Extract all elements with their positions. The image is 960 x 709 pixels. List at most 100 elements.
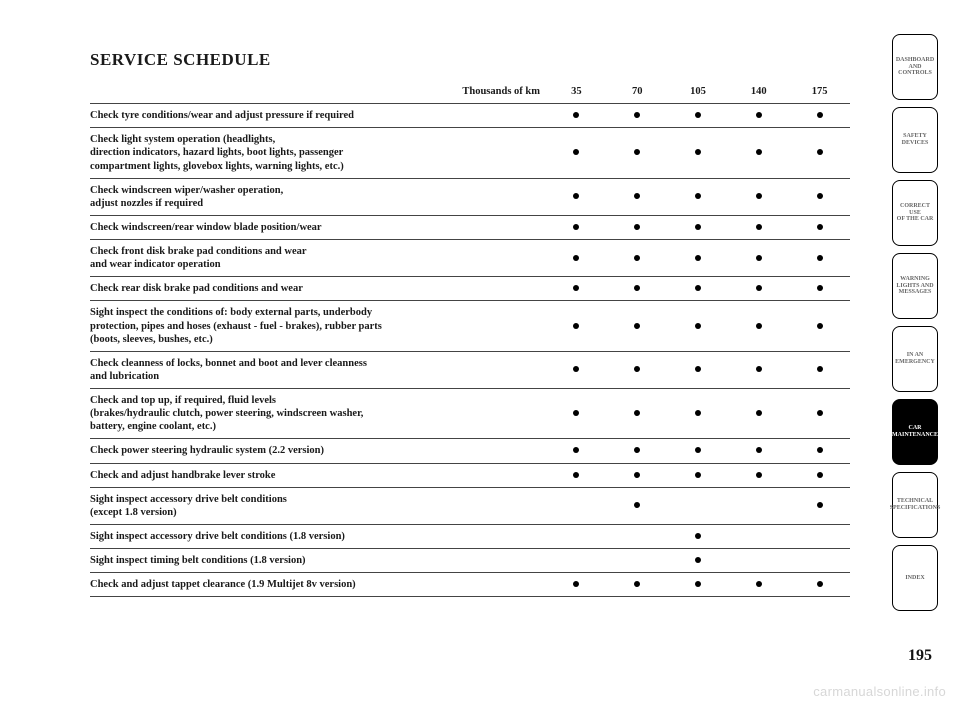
mark-cell: [668, 215, 729, 239]
table-row: Sight inspect timing belt conditions (1.…: [90, 549, 850, 573]
column-header: 105: [668, 80, 729, 104]
mark-cell: [546, 487, 607, 524]
side-tab[interactable]: TECHNICALSPECIFICATIONS: [892, 472, 938, 538]
table-row: Check and adjust tappet clearance (1.9 M…: [90, 573, 850, 597]
mark-cell: [546, 240, 607, 277]
mark-cell: [607, 301, 668, 351]
mark-cell: [728, 573, 789, 597]
mark-cell: [728, 128, 789, 178]
table-row: Check and top up, if required, fluid lev…: [90, 389, 850, 439]
row-label: Check windscreen wiper/washer operation,…: [90, 178, 546, 215]
mark-cell: [607, 351, 668, 388]
mark-cell: [546, 524, 607, 548]
dot-icon: [573, 193, 579, 199]
mark-cell: [607, 487, 668, 524]
dot-icon: [573, 323, 579, 329]
mark-cell: [668, 178, 729, 215]
side-tab[interactable]: CARMAINTENANCE: [892, 399, 938, 465]
side-tab[interactable]: INDEX: [892, 545, 938, 611]
side-tab[interactable]: CORRECT USEOF THE CAR: [892, 180, 938, 246]
mark-cell: [728, 104, 789, 128]
row-label: Check power steering hydraulic system (2…: [90, 439, 546, 463]
mark-cell: [668, 487, 729, 524]
side-tab[interactable]: DASHBOARDAND CONTROLS: [892, 34, 938, 100]
mark-cell: [546, 573, 607, 597]
side-tab[interactable]: SAFETYDEVICES: [892, 107, 938, 173]
table-row: Check windscreen/rear window blade posit…: [90, 215, 850, 239]
table-row: Check windscreen wiper/washer operation,…: [90, 178, 850, 215]
side-tab[interactable]: IN ANEMERGENCY: [892, 326, 938, 392]
side-tab[interactable]: WARNINGLIGHTS ANDMESSAGES: [892, 253, 938, 319]
mark-cell: [668, 573, 729, 597]
dot-icon: [634, 149, 640, 155]
dot-icon: [695, 447, 701, 453]
mark-cell: [546, 215, 607, 239]
mark-cell: [789, 549, 850, 573]
dot-icon: [695, 533, 701, 539]
mark-cell: [668, 240, 729, 277]
dot-icon: [695, 366, 701, 372]
dot-icon: [634, 285, 640, 291]
dot-icon: [756, 224, 762, 230]
column-header: 35: [546, 80, 607, 104]
dot-icon: [634, 366, 640, 372]
mark-cell: [546, 104, 607, 128]
dot-icon: [817, 410, 823, 416]
dot-icon: [695, 112, 701, 118]
row-label: Check windscreen/rear window blade posit…: [90, 215, 546, 239]
mark-cell: [668, 277, 729, 301]
row-label: Check tyre conditions/wear and adjust pr…: [90, 104, 546, 128]
page-number: 195: [908, 647, 932, 665]
mark-cell: [607, 549, 668, 573]
side-tabs: DASHBOARDAND CONTROLS SAFETYDEVICES CORREC…: [892, 34, 938, 611]
mark-cell: [728, 524, 789, 548]
mark-cell: [668, 463, 729, 487]
row-label: Check light system operation (headlights…: [90, 128, 546, 178]
dot-icon: [573, 581, 579, 587]
dot-icon: [695, 323, 701, 329]
mark-cell: [546, 463, 607, 487]
dot-icon: [817, 149, 823, 155]
dot-icon: [695, 255, 701, 261]
mark-cell: [728, 439, 789, 463]
dot-icon: [634, 581, 640, 587]
mark-cell: [789, 573, 850, 597]
dot-icon: [817, 323, 823, 329]
mark-cell: [789, 240, 850, 277]
dot-icon: [634, 410, 640, 416]
mark-cell: [607, 524, 668, 548]
mark-cell: [607, 240, 668, 277]
dot-icon: [634, 193, 640, 199]
mark-cell: [789, 215, 850, 239]
mark-cell: [546, 439, 607, 463]
dot-icon: [634, 255, 640, 261]
dot-icon: [695, 472, 701, 478]
mark-cell: [728, 277, 789, 301]
mark-cell: [546, 178, 607, 215]
table-row: Check tyre conditions/wear and adjust pr…: [90, 104, 850, 128]
dot-icon: [756, 410, 762, 416]
row-label: Sight inspect accessory drive belt condi…: [90, 524, 546, 548]
mark-cell: [789, 301, 850, 351]
dot-icon: [756, 366, 762, 372]
mark-cell: [546, 351, 607, 388]
mark-cell: [789, 351, 850, 388]
mark-cell: [728, 240, 789, 277]
table-row: Check cleanness of locks, bonnet and boo…: [90, 351, 850, 388]
dot-icon: [817, 447, 823, 453]
table-row: Sight inspect accessory drive belt condi…: [90, 487, 850, 524]
table-row: Check front disk brake pad conditions an…: [90, 240, 850, 277]
row-label: Check and adjust handbrake lever stroke: [90, 463, 546, 487]
dot-icon: [634, 472, 640, 478]
dot-icon: [573, 447, 579, 453]
table-row: Sight inspect accessory drive belt condi…: [90, 524, 850, 548]
dot-icon: [756, 447, 762, 453]
table-row: Check and adjust handbrake lever stroke: [90, 463, 850, 487]
dot-icon: [695, 581, 701, 587]
mark-cell: [668, 128, 729, 178]
mark-cell: [607, 389, 668, 439]
mark-cell: [546, 128, 607, 178]
dot-icon: [817, 366, 823, 372]
mark-cell: [546, 549, 607, 573]
dot-icon: [817, 112, 823, 118]
